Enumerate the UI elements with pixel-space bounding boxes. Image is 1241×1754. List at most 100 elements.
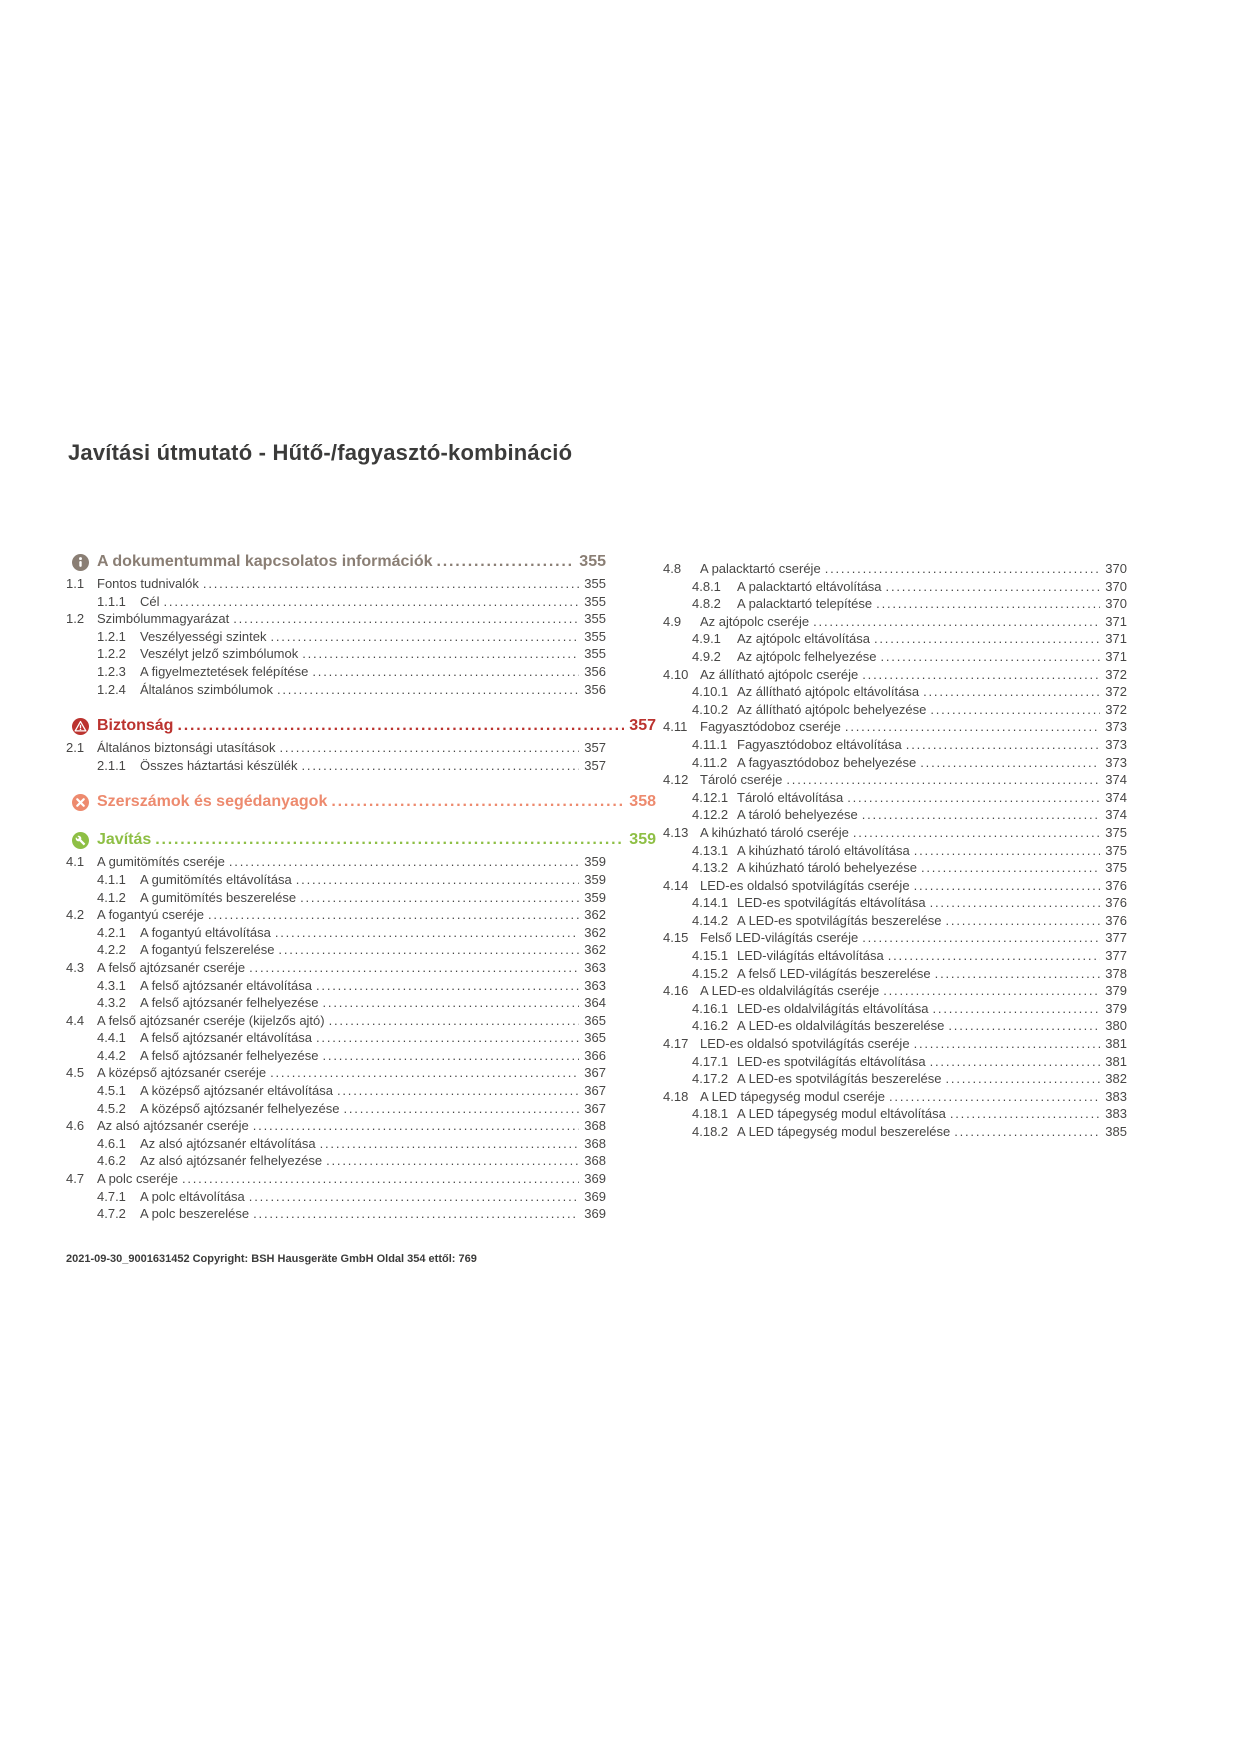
toc-entry-row: 4.10 Az állítható ajtópolc cseréje 372 [663,666,1127,684]
page-number: 377 [1105,930,1127,946]
toc-entry-label: LED-világítás eltávolítása [737,948,884,964]
toc-entry-label: A gumitömítés beszerelése [140,889,297,905]
toc-entry-number: 4.14.1 [692,895,729,911]
toc-entry-label: A felső LED-világítás beszerelése [737,965,931,981]
toc-entry-number: 4.3.1 [97,977,126,993]
page-number: 380 [1105,1018,1127,1034]
page-number: 362 [584,924,606,940]
page-number: 369 [584,1206,606,1222]
toc-entry-label: A felső ajtózsanér eltávolítása [140,977,312,993]
dot-leader [930,894,1101,912]
page-number: 374 [1105,807,1127,823]
page-number: 371 [1105,613,1127,629]
toc-entry-row: 4.1.2 A gumitömítés beszerelése 359 [66,889,606,907]
page-number: 359 [584,889,606,905]
toc-entry-number: 4.16.2 [692,1018,729,1034]
toc-entry-number: 4.7 [66,1171,85,1187]
toc-entry-number: 4.15 [663,930,689,946]
page-number: 372 [1105,684,1127,700]
toc-entry-row: 4.12 Tároló cseréje 374 [663,771,1127,789]
dot-leader [343,1100,579,1118]
dot-leader [813,613,1100,631]
toc-entry-row: 4.4.1 A felső ajtózsanér eltávolítása 365 [66,1029,606,1047]
toc-entry-row: 1.2.3 A figyelmeztetések felépítése 356 [66,663,606,681]
toc-entry-label: A középső ajtózsanér eltávolítása [140,1083,333,1099]
toc-entry-label: Összes háztartási készülék [140,757,298,773]
dot-leader [786,771,1100,789]
toc-entry-row: 4.11 Fagyasztódoboz cseréje 373 [663,718,1127,736]
toc-entry-row: 4.13.2 A kihúzható tároló behelyezése 375 [663,859,1127,877]
page-number: 370 [1105,596,1127,612]
toc-entry-number: 4.3 [66,959,85,975]
page-number: 359 [584,871,606,887]
toc-chapter-row: A dokumentummal kapcsolatos információk 3… [66,552,606,572]
toc-entry-row: 4.16.1 LED-es oldalvilágítás eltávolítása… [663,1000,1127,1018]
toc-entry-row: 4.15.1 LED-világítás eltávolítása 377 [663,947,1127,965]
toc-entry-number: 4.7.1 [97,1188,126,1204]
page-number: 355 [584,611,606,627]
dot-leader [933,1000,1101,1018]
toc-entry-label: A kihúzható tároló eltávolítása [737,842,910,858]
toc-entry-label: A palacktartó cseréje [700,561,821,576]
toc-entry-row: 4.3 A felső ajtózsanér cseréje 363 [66,959,606,977]
toc-entry-label: Fagyasztódoboz cseréje [700,719,841,735]
toc-entry-number: 4.3.2 [97,995,126,1011]
toc-entry-number: 4.17.1 [692,1053,729,1069]
toc-entry-label: Tároló eltávolítása [737,789,844,805]
page-number: 357 [584,740,606,756]
page-number: 372 [1105,701,1127,717]
toc-entry-label: Általános szimbólumok [140,681,273,697]
toc-entry-row: 4.14.1 LED-es spotvilágítás eltávolítása 3… [663,894,1127,912]
dot-leader [825,560,1101,578]
page-number: 370 [1105,578,1127,594]
toc-column-right: 4.8 A palacktartó cseréje 370 4.8.1 A palack… [663,560,1127,1141]
toc-entry-row: 4.1.1 A gumitömítés eltávolítása 359 [66,871,606,889]
dot-leader [862,666,1100,684]
toc-entry-row: 1.2 Szimbólummagyarázat 355 [66,610,606,628]
dot-leader [316,1029,579,1047]
dot-leader [278,941,579,959]
dot-leader [280,739,580,757]
dot-leader [229,853,579,871]
toc-entry-label: Szimbólummagyarázat [97,611,230,627]
dot-leader [930,701,1100,719]
toc-entry-row: 1.2.2 Veszélyt jelző szimbólumok 355 [66,645,606,663]
toc-entry-label: Cél [140,593,160,609]
page-number: 381 [1105,1053,1127,1069]
toc-entry-number: 4.15.1 [692,948,729,964]
toc-entry-label: Az ajtópolc cseréje [700,613,810,629]
warning-icon [72,717,89,735]
toc-entry-label: A fogantyú cseréje [97,907,204,923]
page-number: 373 [1105,736,1127,752]
dot-leader [950,1105,1100,1123]
page-number: 365 [584,1030,606,1046]
toc-entry-label: Szerszámok és segédanyagok [97,793,328,811]
page-number: 382 [1105,1071,1127,1087]
page-number: 355 [584,593,606,609]
dot-leader [948,1017,1100,1035]
toc-entry-row: 4.13 A kihúzható tároló cseréje 375 [663,824,1127,842]
dot-leader [329,1012,580,1030]
toc-entry-label: Az alsó ajtózsanér eltávolítása [140,1135,316,1151]
toc-entry-row: 4.15 Felső LED-világítás cseréje 377 [663,929,1127,947]
page-number: 355 [584,628,606,644]
toc-entry-label: A fogantyú felszerelése [140,942,275,958]
toc-entry-row: 4.6 Az alsó ajtózsanér cseréje 368 [66,1117,606,1135]
toc-entry-row: 4.6.1 Az alsó ajtózsanér eltávolítása 368 [66,1135,606,1153]
toc-entry-row: 4.4.2 A felső ajtózsanér felhelyezése 366 [66,1047,606,1065]
toc-entry-number: 4.2.1 [97,924,126,940]
toc-entry-number: 4.18.2 [692,1124,729,1139]
page-number: 378 [1105,965,1127,981]
toc-entry-row: 4.16 A LED-es oldalvilágítás cseréje 379 [663,982,1127,1000]
dot-leader [914,1035,1101,1053]
dot-leader [906,736,1101,754]
toc-entry-number: 4.14 [663,877,689,893]
toc-entry-row: 4.5 A középső ajtózsanér cseréje 367 [66,1064,606,1082]
page-number: 373 [1105,719,1127,735]
toc-entry-number: 4.18 [663,1088,689,1104]
toc-entry-row: 4.10.1 Az állítható ajtópolc eltávolítása… [663,683,1127,701]
page-footer: 2021-09-30_9001631452 Copyright: BSH Hau… [66,1253,477,1265]
toc-entry-label: A felső ajtózsanér eltávolítása [140,1030,312,1046]
page-number: 369 [584,1171,606,1187]
toc-entry-label: Biztonság [97,717,174,735]
